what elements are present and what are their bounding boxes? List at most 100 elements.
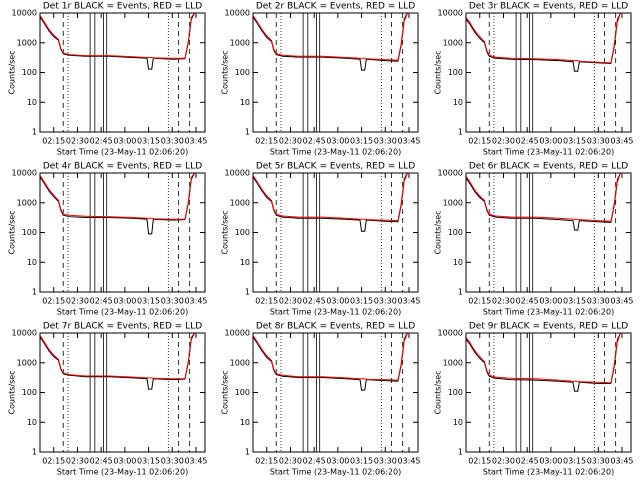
series-line — [39, 12, 195, 70]
x-tick-label: 03:45 — [610, 457, 633, 466]
series-line — [252, 172, 408, 222]
y-tick-label: 10 — [27, 98, 37, 107]
y-tick-label: 100 — [22, 68, 37, 77]
y-tick-label: 10 — [240, 258, 250, 267]
x-tick-label: 03:00 — [539, 297, 562, 306]
y-tick-label: 10 — [27, 418, 37, 427]
x-tick-label: 02:30 — [279, 137, 302, 146]
y-tick-label: 100 — [22, 228, 37, 237]
x-tick-label: 03:30 — [587, 137, 610, 146]
x-axis-label: Start Time (23-May-11 02:06:20) — [483, 308, 614, 317]
x-tick-label: 02:15 — [42, 297, 65, 306]
x-tick-label: 03:15 — [563, 137, 586, 146]
x-tick-label: 03:30 — [374, 137, 397, 146]
x-tick-label: 03:30 — [374, 297, 397, 306]
panel: Det 7r BLACK = Events, RED = LLD Start Ti… — [8, 322, 208, 477]
x-tick-label: 02:15 — [42, 457, 65, 466]
x-axis-label: Start Time (23-May-11 02:06:20) — [270, 148, 401, 157]
series-line — [465, 332, 621, 384]
x-tick-label: 02:30 — [492, 457, 515, 466]
x-tick-label: 02:15 — [255, 457, 278, 466]
series-line — [252, 172, 408, 232]
y-tick-label: 10000 — [438, 9, 463, 18]
plot-frame — [465, 332, 632, 453]
plot-frame — [252, 332, 419, 453]
chart-title: Det 6r BLACK = Events, RED = LLD — [469, 162, 628, 172]
x-tick-label: 03:30 — [587, 457, 610, 466]
y-tick-label: 100 — [448, 68, 463, 77]
x-tick-label: 02:15 — [468, 457, 491, 466]
series-line — [465, 332, 621, 392]
x-tick-label: 03:30 — [161, 457, 184, 466]
panel: Det 4r BLACK = Events, RED = LLD Start Ti… — [8, 162, 208, 317]
panel: Det 8r BLACK = Events, RED = LLD Start Ti… — [221, 322, 421, 477]
x-tick-label: 02:15 — [42, 137, 65, 146]
x-tick-label: 02:15 — [468, 297, 491, 306]
y-tick-label: 10000 — [12, 9, 37, 18]
x-axis-label: Start Time (23-May-11 02:06:20) — [270, 468, 401, 477]
x-tick-label: 03:15 — [137, 297, 160, 306]
chart-title: Det 8r BLACK = Events, RED = LLD — [256, 322, 415, 332]
y-tick-label: 1000 — [443, 198, 463, 207]
x-tick-label: 02:30 — [492, 137, 515, 146]
y-tick-label: 1 — [245, 128, 250, 137]
y-tick-label: 1 — [245, 448, 250, 457]
x-tick-label: 02:30 — [66, 297, 89, 306]
y-tick-label: 10 — [453, 98, 463, 107]
x-tick-label: 03:15 — [350, 297, 373, 306]
y-tick-label: 100 — [22, 388, 37, 397]
x-axis-label: Start Time (23-May-11 02:06:20) — [57, 308, 188, 317]
x-axis-label: Start Time (23-May-11 02:06:20) — [57, 148, 188, 157]
y-tick-label: 10000 — [225, 169, 250, 178]
y-axis-label: Counts/sec — [434, 210, 443, 254]
chart-title: Det 1r BLACK = Events, RED = LLD — [43, 2, 202, 12]
panel: Det 6r BLACK = Events, RED = LLD Start Ti… — [434, 162, 634, 317]
y-tick-label: 1000 — [230, 358, 250, 367]
x-tick-label: 02:30 — [279, 457, 302, 466]
x-tick-label: 03:45 — [397, 457, 420, 466]
y-tick-label: 1000 — [17, 358, 37, 367]
y-tick-label: 10 — [240, 418, 250, 427]
x-tick-label: 02:45 — [303, 137, 326, 146]
x-tick-label: 03:00 — [326, 457, 349, 466]
y-tick-label: 1 — [32, 288, 37, 297]
y-tick-label: 10000 — [12, 169, 37, 178]
x-tick-label: 03:15 — [137, 137, 160, 146]
x-tick-label: 03:00 — [113, 297, 136, 306]
y-tick-label: 1000 — [17, 38, 37, 47]
chart-title: Det 5r BLACK = Events, RED = LLD — [256, 162, 415, 172]
x-tick-label: 02:15 — [255, 297, 278, 306]
y-tick-label: 1 — [32, 448, 37, 457]
x-tick-label: 03:15 — [563, 457, 586, 466]
y-tick-label: 10000 — [12, 329, 37, 338]
series-line — [465, 12, 621, 64]
y-tick-label: 1 — [458, 288, 463, 297]
x-tick-label: 03:00 — [113, 137, 136, 146]
series-line — [252, 332, 408, 381]
series-line — [39, 172, 195, 220]
y-tick-label: 100 — [235, 388, 250, 397]
series-line — [465, 12, 621, 72]
x-tick-label: 03:15 — [137, 457, 160, 466]
panel: Det 9r BLACK = Events, RED = LLD Start Ti… — [434, 322, 634, 477]
x-tick-label: 03:00 — [539, 457, 562, 466]
panel: Det 3r BLACK = Events, RED = LLD Start Ti… — [434, 2, 634, 157]
series-line — [465, 172, 621, 222]
y-tick-label: 100 — [235, 228, 250, 237]
y-tick-label: 10000 — [438, 169, 463, 178]
y-tick-label: 1000 — [17, 198, 37, 207]
panel: Det 1r BLACK = Events, RED = LLD Start Ti… — [8, 2, 208, 157]
x-tick-label: 02:15 — [255, 137, 278, 146]
plot-frame — [252, 12, 419, 133]
x-tick-label: 03:00 — [539, 137, 562, 146]
chart-title: Det 9r BLACK = Events, RED = LLD — [469, 322, 628, 332]
series-line — [39, 172, 195, 235]
x-tick-label: 03:45 — [397, 137, 420, 146]
chart-title: Det 2r BLACK = Events, RED = LLD — [256, 2, 415, 12]
plot-frame — [465, 12, 632, 133]
y-tick-label: 10000 — [438, 329, 463, 338]
x-tick-label: 03:00 — [326, 297, 349, 306]
y-tick-label: 100 — [235, 68, 250, 77]
y-tick-label: 10 — [27, 258, 37, 267]
